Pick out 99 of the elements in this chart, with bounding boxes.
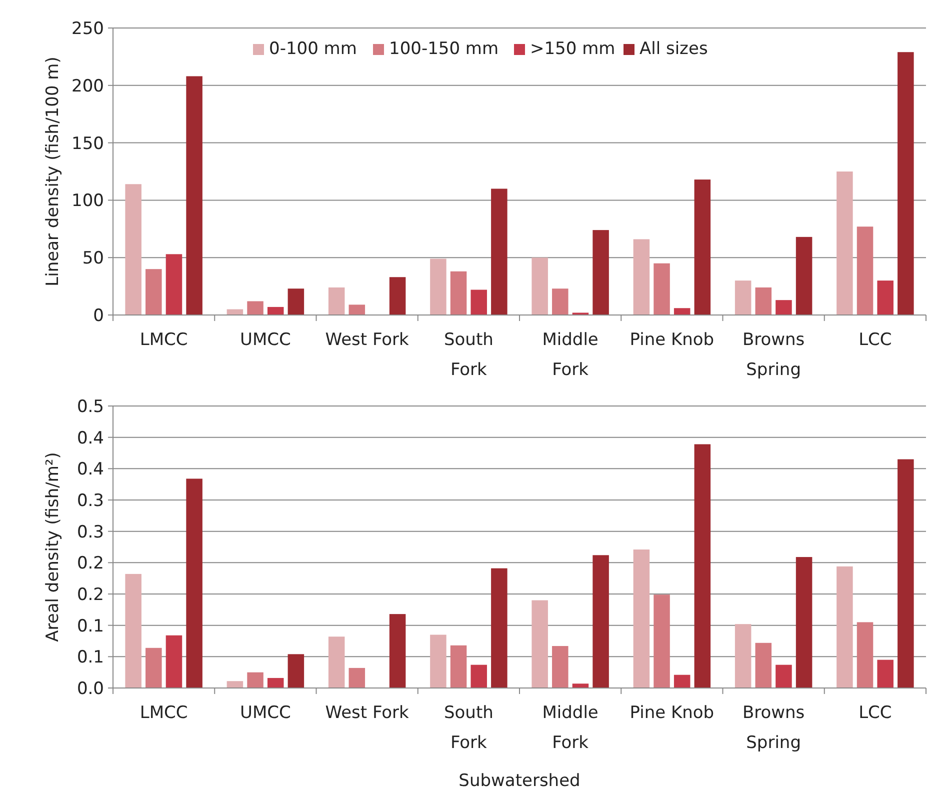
- bar: [430, 634, 446, 688]
- bar: [267, 678, 284, 688]
- y-axis-title: Areal density (fish/m²): [43, 452, 63, 642]
- x-tick-label: Browns Spring: [742, 330, 805, 380]
- bar: [776, 664, 792, 688]
- bar: [796, 557, 812, 688]
- bar: [288, 654, 304, 688]
- legend-label: 0-100 mm: [269, 39, 357, 59]
- y-tick-label: 0.3: [76, 522, 104, 542]
- legend-label: All sizes: [640, 39, 708, 59]
- bar: [328, 636, 345, 688]
- bar: [694, 444, 711, 688]
- bar: [633, 550, 650, 688]
- x-axis-title: Subwatershed: [458, 771, 580, 791]
- bar: [755, 642, 772, 688]
- bar: [532, 600, 548, 688]
- y-axis-title: Linear density (fish/100 m): [43, 56, 63, 286]
- bar: [430, 258, 446, 315]
- bar: [186, 478, 202, 688]
- bar: [348, 304, 366, 315]
- y-tick-label: 0.3: [76, 490, 104, 511]
- bar: [389, 614, 406, 688]
- y-tick-label: 0.2: [76, 584, 104, 605]
- bar: [694, 180, 711, 315]
- bar: [776, 300, 792, 315]
- legend-label: 100-150 mm: [389, 39, 499, 59]
- bar: [796, 236, 812, 315]
- legend-label: >150 mm: [530, 39, 616, 59]
- bar: [654, 594, 670, 688]
- bar: [856, 226, 874, 315]
- bar: [734, 280, 752, 315]
- bar: [328, 287, 345, 315]
- bar: [674, 674, 690, 688]
- bar: [877, 660, 894, 688]
- y-tick-label: 0.4: [76, 428, 104, 448]
- bar: [267, 306, 284, 315]
- bar: [450, 271, 467, 315]
- bar: [898, 52, 914, 315]
- bar: [226, 681, 244, 688]
- bar: [166, 254, 182, 315]
- bar: [592, 555, 609, 688]
- bar: [898, 459, 914, 688]
- bar: [674, 308, 690, 315]
- x-tick-label: West Fork: [325, 330, 410, 350]
- y-tick-label: 0.0: [76, 678, 104, 699]
- bar: [572, 684, 589, 688]
- y-tick-label: 0.5: [76, 396, 104, 417]
- x-tick-label: South Fork: [444, 330, 494, 380]
- bar: [633, 239, 650, 315]
- bar: [654, 263, 670, 315]
- x-tick-label: West Fork: [325, 703, 410, 723]
- bar: [389, 277, 406, 315]
- y-tick-label: 0.2: [76, 554, 104, 574]
- x-tick-label: UMCC: [240, 703, 291, 723]
- bar: [146, 648, 162, 688]
- bar: [125, 574, 142, 688]
- x-tick-label: Middle Fork: [542, 330, 598, 380]
- x-tick-label: UMCC: [240, 330, 291, 350]
- bar: [836, 566, 853, 688]
- y-tick-label: 150: [72, 134, 104, 154]
- bar: [146, 269, 162, 315]
- bar: [166, 635, 182, 688]
- x-tick-label: LMCC: [140, 330, 188, 350]
- bar: [450, 645, 467, 688]
- x-tick-label: LCC: [858, 703, 892, 723]
- bar: [348, 668, 366, 688]
- y-tick-label: 0.4: [76, 460, 104, 480]
- bar: [247, 672, 264, 688]
- y-tick-label: 0: [93, 306, 104, 326]
- y-tick-label: 50: [82, 248, 104, 269]
- bar: [877, 280, 894, 315]
- bar: [552, 288, 568, 315]
- bar: [125, 184, 142, 315]
- bar: [288, 288, 304, 315]
- bar: [734, 624, 752, 688]
- bar: [186, 76, 202, 315]
- bar: [470, 290, 487, 315]
- bar: [470, 664, 487, 688]
- y-tick-label: 0.1: [76, 648, 104, 668]
- x-tick-label: Browns Spring: [742, 703, 805, 753]
- bar: [247, 301, 264, 315]
- y-tick-label: 200: [72, 76, 104, 96]
- bar: [491, 568, 508, 688]
- bar: [592, 230, 609, 315]
- x-tick-label: LCC: [858, 330, 892, 350]
- y-tick-label: 250: [72, 18, 104, 39]
- x-tick-label: South Fork: [444, 703, 494, 753]
- y-tick-label: 100: [72, 191, 104, 212]
- bar: [532, 258, 548, 315]
- x-tick-label: LMCC: [140, 703, 188, 723]
- bar: [856, 622, 874, 688]
- x-tick-label: Pine Knob: [630, 330, 714, 350]
- x-tick-label: Pine Knob: [630, 703, 714, 723]
- bar: [491, 188, 508, 315]
- x-tick-label: Middle Fork: [542, 703, 598, 753]
- y-tick-label: 0.1: [76, 616, 104, 636]
- bar: [552, 646, 568, 688]
- bar: [755, 287, 772, 315]
- bar: [836, 172, 853, 315]
